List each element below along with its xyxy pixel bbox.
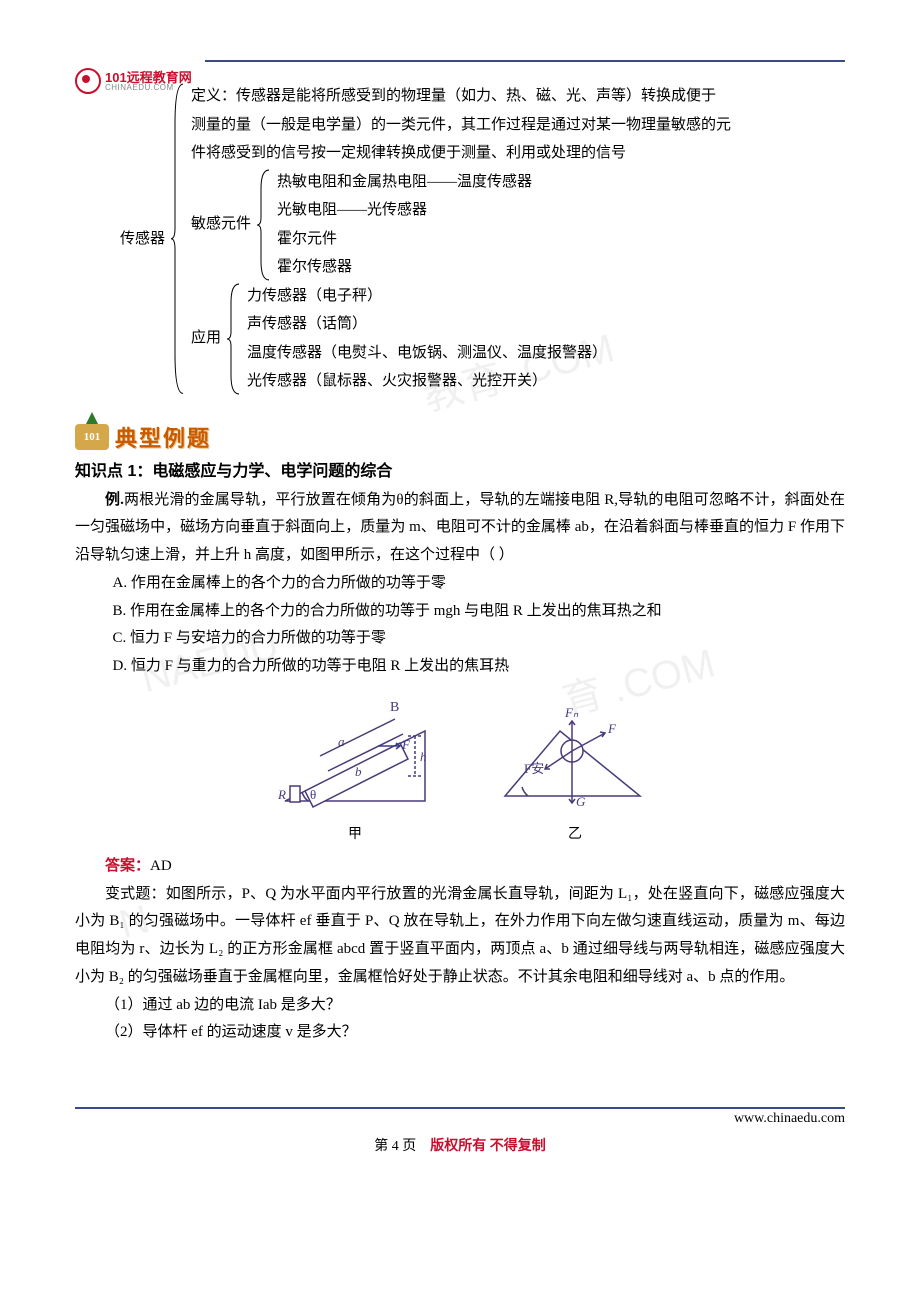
footer-rule bbox=[75, 1107, 845, 1109]
option-d: D. 恒力 F 与重力的合力所做的功等于电阻 R 上发出的焦耳热 bbox=[113, 653, 846, 681]
page-number: 第 4 页 bbox=[374, 1139, 416, 1154]
fig-label-B: B bbox=[390, 700, 399, 715]
variant-stem: 变式题：如图所示，P、Q 为水平面内平行放置的光滑金属长直导轨，间距为 L₁，处… bbox=[75, 881, 845, 992]
sens-item: 热敏电阻和金属热电阻——温度传感器 bbox=[277, 168, 532, 197]
brace-icon bbox=[257, 168, 271, 282]
sens-item: 霍尔传感器 bbox=[277, 253, 532, 282]
page: 101远程教育网 CHINAEDU.COM 教育 .COM NAEDU 育 .C… bbox=[0, 0, 920, 1195]
app-item: 光传感器（鼠标器、火灾报警器、光控开关） bbox=[247, 367, 607, 396]
fig-label-G: G bbox=[576, 794, 586, 809]
example-text: 两根光滑的金属导轨，平行放置在倾角为θ的斜面上，导轨的左端接电阻 R,导轨的电阻… bbox=[75, 492, 845, 564]
footer-url: www.chinaedu.com bbox=[75, 1111, 845, 1127]
tree-sensitive-row: 敏感元件 热敏电阻和金属热电阻——温度传感器 光敏电阻——光传感器 霍尔元件 霍… bbox=[191, 168, 731, 282]
copyright-text: 版权所有 不得复制 bbox=[430, 1139, 546, 1154]
option-a: A. 作用在金属棒上的各个力的合力所做的功等于零 bbox=[113, 570, 846, 598]
tree-root-label: 传感器 bbox=[120, 82, 171, 396]
tree-application-row: 应用 力传感器（电子秤） 声传感器（话筒） 温度传感器（电熨斗、电饭锅、测温仪、… bbox=[191, 282, 731, 396]
answer-value: AD bbox=[150, 858, 172, 874]
brace-icon bbox=[227, 282, 241, 396]
example-label: 例. bbox=[105, 492, 124, 508]
option-c: C. 恒力 F 与安培力的合力所做的功等于零 bbox=[113, 625, 846, 653]
sens-item: 光敏电阻——光传感器 bbox=[277, 196, 532, 225]
example-stem: 例.两根光滑的金属导轨，平行放置在倾角为θ的斜面上，导轨的左端接电阻 R,导轨的… bbox=[75, 487, 845, 570]
variant-label: 变式题： bbox=[105, 886, 166, 902]
fig-label-F: F bbox=[401, 737, 411, 752]
app-item: 力传感器（电子秤） bbox=[247, 282, 607, 311]
figure-row: B a b F h R θ 甲 Fₙ bbox=[75, 691, 845, 843]
figure-right-caption: 乙 bbox=[490, 823, 660, 843]
fig-label-R: R bbox=[277, 787, 286, 802]
concept-tree: 传感器 定义：传感器是能将所感受到的物理量（如力、热、磁、光、声等）转换成便于测… bbox=[120, 82, 845, 396]
question-2: （2）导体杆 ef 的运动速度 v 是多大？ bbox=[75, 1019, 845, 1047]
fig-label-h: h bbox=[420, 749, 427, 764]
answer-line: 答案：AD bbox=[75, 853, 845, 881]
question-1: （1）通过 ab 边的电流 Iab 是多大？ bbox=[75, 992, 845, 1020]
footer-page: 第 4 页 版权所有 不得复制 bbox=[75, 1135, 845, 1155]
variant-text: 如图所示，P、Q 为水平面内平行放置的光滑金属长直导轨，间距为 L₁，处在竖直向… bbox=[75, 886, 845, 985]
figure-left-caption: 甲 bbox=[260, 823, 450, 843]
fig-label-a: a bbox=[338, 734, 345, 749]
fig-label-theta: θ bbox=[310, 787, 316, 802]
sensitive-label: 敏感元件 bbox=[191, 168, 257, 282]
figure-left: B a b F h R θ 甲 bbox=[260, 691, 450, 843]
fig-label-b: b bbox=[355, 764, 362, 779]
option-b: B. 作用在金属棒上的各个力的合力所做的功等于 mgh 与电阻 R 上发出的焦耳… bbox=[113, 598, 846, 626]
sens-item: 霍尔元件 bbox=[277, 225, 532, 254]
fig-label-F2: F bbox=[607, 721, 617, 736]
section-banner: 101 典型例题 bbox=[75, 421, 845, 453]
knowledge-point-title: 知识点 1：电磁感应与力学、电学问题的综合 bbox=[75, 457, 845, 481]
answer-label: 答案： bbox=[105, 858, 150, 874]
brace-icon bbox=[171, 82, 185, 396]
figure-right: Fₙ F F安 G 乙 bbox=[490, 691, 660, 843]
banner-title: 典型例题 bbox=[115, 421, 211, 453]
app-item: 温度传感器（电熨斗、电饭锅、测温仪、温度报警器） bbox=[247, 339, 607, 368]
header-rule bbox=[205, 60, 845, 62]
definition-label: 定义： bbox=[191, 88, 236, 104]
logo-icon bbox=[75, 68, 101, 94]
fig-label-Fa: F安 bbox=[524, 761, 544, 776]
fig-label-Fn: Fₙ bbox=[564, 705, 579, 720]
tree-definition-row: 定义：传感器是能将所感受到的物理量（如力、热、磁、光、声等）转换成便于测量的量（… bbox=[191, 82, 731, 168]
application-label: 应用 bbox=[191, 282, 227, 396]
banner-badge-icon: 101 bbox=[75, 424, 109, 450]
definition-text: 传感器是能将所感受到的物理量（如力、热、磁、光、声等）转换成便于测量的量（一般是… bbox=[191, 88, 731, 161]
app-item: 声传感器（话筒） bbox=[247, 310, 607, 339]
